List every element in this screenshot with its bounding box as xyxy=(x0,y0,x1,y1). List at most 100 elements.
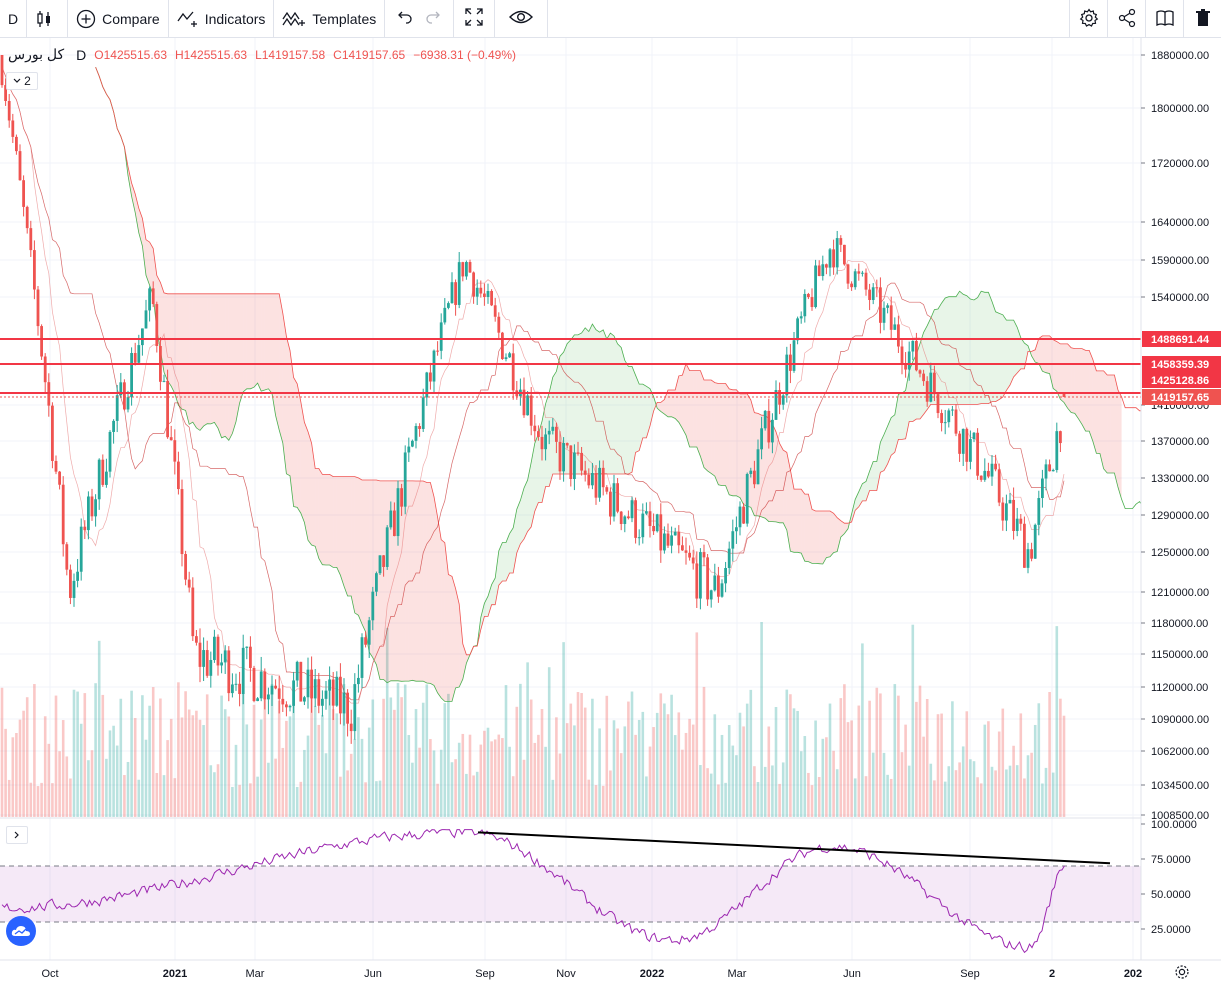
volume-bar xyxy=(1001,708,1005,817)
remove-button[interactable] xyxy=(1183,0,1221,38)
volume-bar xyxy=(594,785,598,817)
candle xyxy=(893,317,897,330)
volume-bar xyxy=(925,698,929,817)
candle-body xyxy=(846,264,850,284)
candle-body xyxy=(551,426,555,431)
candle xyxy=(666,523,670,549)
candle xyxy=(450,272,454,304)
settings-button[interactable] xyxy=(1069,0,1107,38)
candle xyxy=(573,444,576,491)
candle-body xyxy=(1012,499,1015,531)
cloud-segment xyxy=(718,383,722,486)
volume-bar xyxy=(137,779,141,817)
undo-button[interactable] xyxy=(385,0,419,38)
candle-body xyxy=(533,425,537,432)
redo-button[interactable] xyxy=(419,0,453,38)
cloud-segment xyxy=(714,382,719,485)
candle xyxy=(720,579,724,598)
candle-body xyxy=(587,474,591,486)
price-axis[interactable]: 1880000.00 1800000.00 1720000.00 1640000.00… xyxy=(1140,38,1221,984)
volume-bar xyxy=(547,667,551,817)
candle xyxy=(393,502,396,537)
cloud-segment xyxy=(434,496,438,693)
candle-body xyxy=(969,439,972,462)
volume-bar xyxy=(483,730,486,817)
cloud-segment xyxy=(1031,349,1036,363)
hide-drawings-button[interactable] xyxy=(495,0,547,38)
volume-bar xyxy=(313,705,317,817)
volume-bar xyxy=(771,765,774,817)
cloud-segment xyxy=(992,301,996,402)
cloud-segment xyxy=(520,488,524,544)
cloud-segment xyxy=(272,293,276,416)
candle xyxy=(609,487,612,525)
candle xyxy=(166,369,169,439)
candle xyxy=(918,369,922,378)
candle xyxy=(292,671,295,714)
fullscreen-button[interactable] xyxy=(454,0,494,38)
compare-button[interactable]: Compare xyxy=(68,0,168,38)
volume-bar xyxy=(997,731,1001,817)
expand-rsi-button[interactable] xyxy=(6,826,28,844)
cloud-segment xyxy=(851,499,856,523)
volume-bar xyxy=(256,776,259,817)
candle-body xyxy=(112,420,115,432)
candle xyxy=(1055,422,1059,473)
volume-bar xyxy=(4,728,7,817)
candle-body xyxy=(94,499,97,517)
cloud-segment xyxy=(650,388,654,426)
interval-button[interactable]: D xyxy=(0,0,26,38)
price-chart[interactable]: 1880000.00 1800000.00 1720000.00 1640000.00… xyxy=(0,38,1221,984)
candle xyxy=(33,240,36,300)
candle-body xyxy=(396,488,400,537)
cloud-segment xyxy=(203,293,208,427)
candle-body xyxy=(364,637,367,645)
rsi-line xyxy=(1,829,1065,954)
candle xyxy=(799,311,803,324)
price-tick-label: 1290000.00 xyxy=(1151,510,1209,522)
collapse-indicators-button[interactable]: 2 xyxy=(6,72,38,90)
volume-bar xyxy=(853,778,857,817)
cloud-segment xyxy=(484,596,488,617)
cloud-segment xyxy=(416,481,420,682)
volume-bar xyxy=(821,738,825,817)
candle-body xyxy=(403,452,407,507)
cloud-segment xyxy=(707,380,712,474)
candle-body xyxy=(713,575,717,591)
volume-bar xyxy=(645,776,648,817)
share-button[interactable] xyxy=(1107,0,1145,38)
candle xyxy=(911,340,915,361)
indicators-button[interactable]: Indicators xyxy=(169,0,274,38)
horizontal-lines[interactable] xyxy=(0,338,1141,398)
candle-body xyxy=(864,272,868,290)
tradingview-logo[interactable] xyxy=(6,916,36,946)
volume-bar xyxy=(785,689,789,817)
cloud-segment xyxy=(1078,348,1082,425)
volume-bar xyxy=(288,716,292,817)
chevron-down-icon xyxy=(13,78,21,83)
volume-bar xyxy=(641,711,645,817)
candle-body xyxy=(173,440,177,462)
gear-icon xyxy=(1079,7,1099,31)
volume-bar xyxy=(839,698,843,817)
layout-button[interactable] xyxy=(1145,0,1183,38)
chart-type-button[interactable] xyxy=(27,0,67,38)
tenkan-sen xyxy=(1,66,1065,704)
candle-body xyxy=(324,690,328,699)
templates-button[interactable]: Templates xyxy=(274,0,384,38)
cloud-segment xyxy=(581,327,586,474)
cloud-segment xyxy=(383,480,388,683)
volume-bar xyxy=(378,780,382,817)
candle-body xyxy=(673,531,677,536)
volume-bar xyxy=(94,683,97,817)
cloud-segment xyxy=(678,375,683,429)
candle xyxy=(972,432,976,443)
gear-icon[interactable] xyxy=(1175,965,1189,979)
time-axis[interactable]: Oct 2021 Mar Jun Sep Nov 2022 Mar Jun Sep 2 202 xyxy=(0,959,1221,984)
cloud-segment xyxy=(808,494,812,564)
volume-bar xyxy=(753,766,756,817)
candle-body xyxy=(929,372,933,402)
candle-body xyxy=(18,151,22,181)
candle xyxy=(684,537,688,565)
candle xyxy=(969,430,972,470)
